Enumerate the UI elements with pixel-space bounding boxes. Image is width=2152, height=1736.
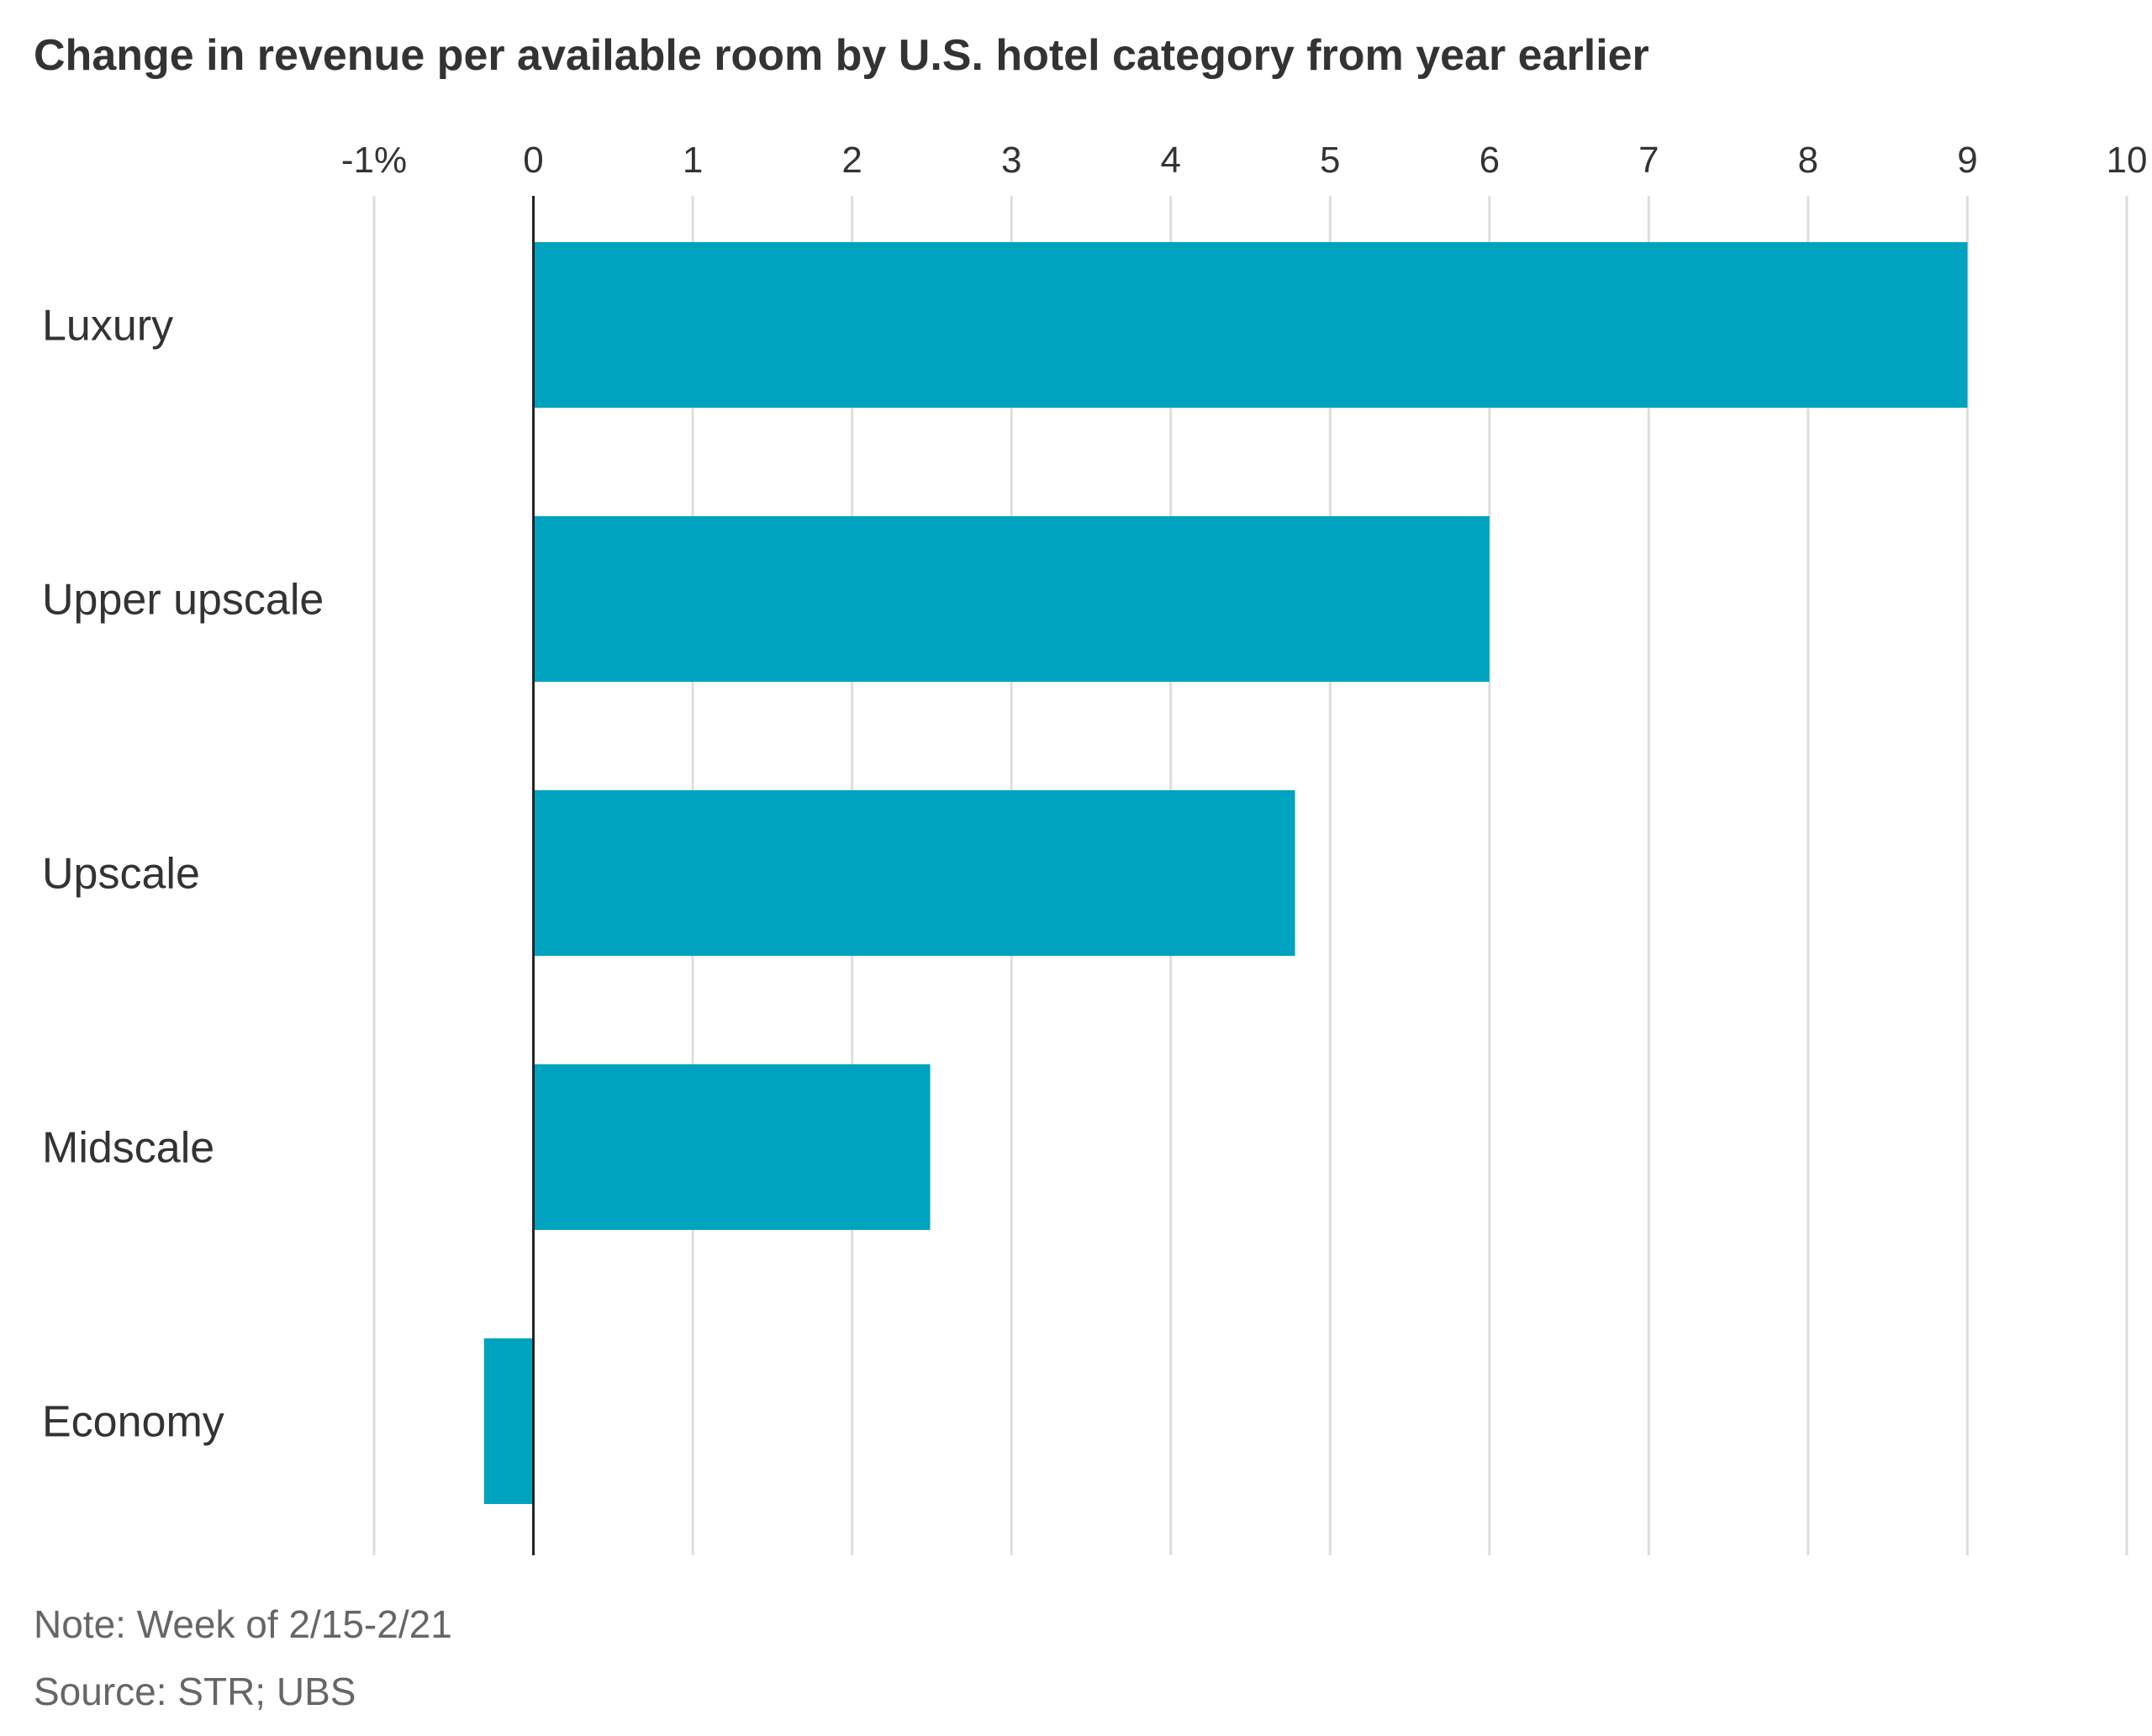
category-label: Upper upscale [42,576,324,625]
category-label: Economy [42,1398,224,1447]
x-tick-label: 7 [1638,140,1659,181]
category-label: Luxury [42,302,173,351]
x-tick-label: 0 [523,140,543,181]
x-tick-label: 5 [1320,140,1340,181]
bar-upscale [533,790,1295,956]
x-tick-label: 9 [1957,140,1977,181]
x-tick-label: -1% [341,140,407,181]
x-tick-label: 1 [683,140,703,181]
x-tick-label: 4 [1160,140,1180,181]
x-axis-ticks: -1% 0 1 2 3 4 5 6 7 8 9 10 [341,140,2148,181]
category-label: Upscale [42,850,200,899]
bars [483,242,1968,1504]
x-tick-label: 10 [2107,140,2148,181]
chart-source: Source: STR; UBS [34,1670,356,1713]
bar-midscale [533,1064,931,1230]
category-label: Midscale [42,1124,214,1173]
x-tick-label: 2 [841,140,862,181]
x-tick-label: 6 [1480,140,1500,181]
x-tick-label: 8 [1798,140,1818,181]
chart-note: Note: Week of 2/15-2/21 [34,1602,452,1646]
x-tick-label: 3 [1001,140,1021,181]
bar-upper-upscale [533,516,1490,682]
chart-title: Change in revenue per available room by … [34,31,1649,80]
bar-economy [483,1338,534,1504]
bar-luxury [533,242,1968,408]
category-labels: Luxury Upper upscale Upscale Midscale Econom… [42,302,324,1447]
